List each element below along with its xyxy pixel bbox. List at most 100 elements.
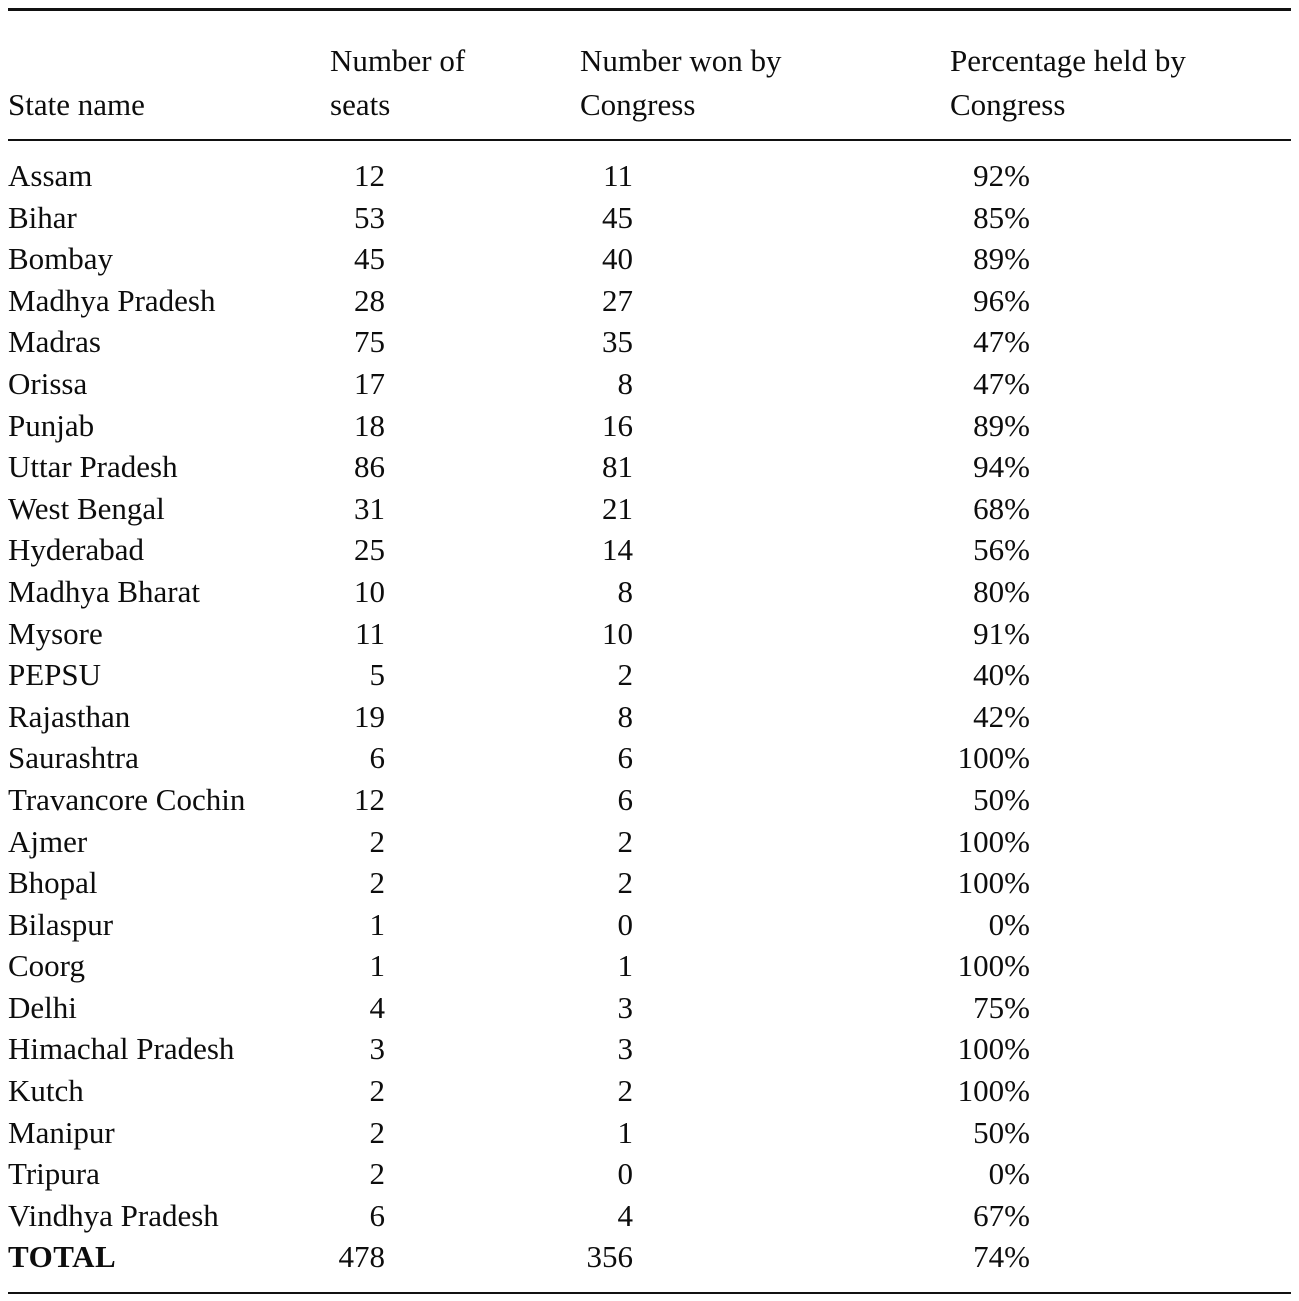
- percentage-cell: 91%: [973, 615, 1030, 651]
- seats-cell: 2: [369, 1073, 386, 1109]
- seats-cell: 28: [354, 282, 385, 318]
- state-name-cell: Ajmer: [8, 823, 88, 859]
- seats-cell: 17: [354, 365, 385, 401]
- percentage-cell: 92%: [973, 158, 1030, 193]
- won-cell: 2: [617, 823, 634, 859]
- table-row: Bilaspur 1 0 0%: [8, 904, 1291, 946]
- seats-cell: 1: [369, 948, 386, 984]
- won-cell: 27: [602, 282, 633, 318]
- percentage-cell: 89%: [973, 407, 1030, 443]
- won-cell: 2: [617, 657, 634, 693]
- seats-cell: 12: [354, 158, 385, 193]
- seats-cell: 4: [369, 989, 386, 1025]
- won-cell: 0: [617, 906, 634, 942]
- state-name-cell: Coorg: [8, 948, 85, 984]
- header-seats-line1: Number of: [330, 43, 466, 78]
- table-row: Manipur 2 1 50%: [8, 1112, 1291, 1154]
- won-cell: 356: [586, 1239, 634, 1275]
- percentage-cell: 68%: [973, 490, 1030, 526]
- seats-cell: 2: [369, 1156, 386, 1192]
- state-name-cell: Himachal Pradesh: [8, 1031, 235, 1067]
- state-name-cell: Kutch: [8, 1073, 84, 1109]
- won-cell: 2: [617, 865, 634, 901]
- table-row: TOTAL 478 356 74%: [8, 1236, 1291, 1278]
- table-row: Tripura 2 0 0%: [8, 1153, 1291, 1195]
- state-name-cell: Mysore: [8, 615, 103, 651]
- won-cell: 11: [603, 158, 633, 193]
- table-row: Mysore 11 10 91%: [8, 613, 1291, 655]
- table-row: Vindhya Pradesh 6 4 67%: [8, 1195, 1291, 1237]
- won-cell: 3: [617, 989, 634, 1025]
- seats-cell: 19: [354, 698, 385, 734]
- table-row: Madhya Pradesh 28 27 96%: [8, 280, 1291, 322]
- state-name-cell: TOTAL: [8, 1239, 117, 1275]
- table-row: Assam 12 11 92%: [8, 155, 1291, 197]
- table-row: Saurashtra 6 6 100%: [8, 737, 1291, 779]
- state-name-cell: PEPSU: [8, 657, 102, 693]
- seats-cell: 86: [354, 449, 385, 485]
- seats-cell: 18: [354, 407, 385, 443]
- table-header-row: State name Number of seats Number won by…: [8, 11, 1291, 139]
- table-row: Uttar Pradesh 86 81 94%: [8, 446, 1291, 488]
- state-name-cell: Punjab: [8, 407, 95, 443]
- seats-cell: 3: [369, 1031, 386, 1067]
- percentage-cell: 94%: [973, 449, 1030, 485]
- percentage-cell: 100%: [957, 740, 1030, 776]
- table-row: PEPSU 5 2 40%: [8, 654, 1291, 696]
- percentage-cell: 47%: [973, 365, 1030, 401]
- percentage-cell: 47%: [973, 324, 1030, 360]
- state-name-cell: Bilaspur: [8, 906, 114, 942]
- seats-cell: 2: [369, 865, 386, 901]
- won-cell: 1: [617, 948, 634, 984]
- won-cell: 45: [602, 199, 633, 235]
- seats-cell: 5: [369, 657, 386, 693]
- header-won-line2: Congress: [580, 87, 696, 122]
- won-cell: 2: [617, 1073, 634, 1109]
- won-cell: 1: [617, 1114, 634, 1150]
- state-name-cell: Hyderabad: [8, 532, 144, 568]
- seats-cell: 53: [354, 199, 385, 235]
- seats-cell: 2: [369, 1114, 386, 1150]
- table-row: Travancore Cochin 12 6 50%: [8, 779, 1291, 821]
- state-name-cell: Delhi: [8, 989, 77, 1025]
- state-name-cell: Manipur: [8, 1114, 115, 1150]
- table-row: Madras 75 35 47%: [8, 321, 1291, 363]
- header-number-won-by-congress: Number won by Congress: [580, 39, 950, 127]
- header-seats-line2: seats: [330, 87, 391, 122]
- won-cell: 3: [617, 1031, 634, 1067]
- seats-cell: 6: [369, 740, 386, 776]
- table-header-rule: [8, 139, 1291, 141]
- seats-cell: 6: [369, 1197, 386, 1233]
- header-state-name: State name: [8, 83, 330, 127]
- seats-cell: 478: [338, 1239, 386, 1275]
- state-name-cell: Vindhya Pradesh: [8, 1197, 219, 1233]
- state-name-cell: Assam: [8, 158, 93, 193]
- table-row: Madhya Bharat 10 8 80%: [8, 571, 1291, 613]
- percentage-cell: 85%: [973, 199, 1030, 235]
- won-cell: 6: [617, 781, 634, 817]
- percentage-cell: 100%: [957, 1073, 1030, 1109]
- won-cell: 16: [602, 407, 633, 443]
- percentage-cell: 40%: [973, 657, 1030, 693]
- seats-cell: 2: [369, 823, 386, 859]
- won-cell: 0: [617, 1156, 634, 1192]
- won-cell: 14: [602, 532, 633, 568]
- percentage-cell: 100%: [957, 948, 1030, 984]
- percentage-cell: 75%: [973, 989, 1030, 1025]
- state-name-cell: Travancore Cochin: [8, 781, 246, 817]
- seats-cell: 11: [355, 615, 385, 651]
- percentage-cell: 0%: [988, 1156, 1030, 1192]
- table-row: Delhi 4 3 75%: [8, 987, 1291, 1029]
- table-row: West Bengal 31 21 68%: [8, 488, 1291, 530]
- percentage-cell: 50%: [973, 1114, 1030, 1150]
- seats-cell: 45: [354, 241, 385, 277]
- state-name-cell: Madhya Bharat: [8, 573, 200, 609]
- state-name-cell: Orissa: [8, 365, 88, 401]
- header-pct-line1: Percentage held by: [950, 43, 1186, 78]
- percentage-cell: 74%: [973, 1239, 1030, 1275]
- percentage-cell: 89%: [973, 241, 1030, 277]
- percentage-cell: 56%: [973, 532, 1030, 568]
- percentage-cell: 100%: [957, 1031, 1030, 1067]
- table-row: Punjab 18 16 89%: [8, 405, 1291, 447]
- percentage-cell: 100%: [957, 865, 1030, 901]
